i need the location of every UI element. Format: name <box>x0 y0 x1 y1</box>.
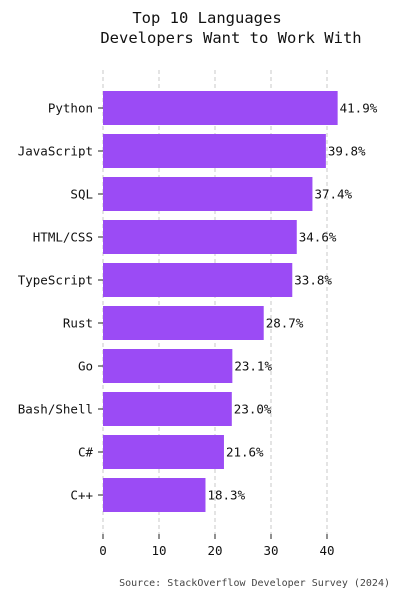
value-label: 23.0% <box>234 402 272 417</box>
category-label: JavaScript <box>18 144 93 159</box>
value-label: 41.9% <box>340 101 378 116</box>
value-label: 23.1% <box>234 359 272 374</box>
bar <box>103 177 313 211</box>
bar <box>103 306 264 340</box>
category-label: C++ <box>70 488 93 503</box>
bar <box>103 220 297 254</box>
x-tick-label: 30 <box>263 543 278 558</box>
value-label: 34.6% <box>299 230 337 245</box>
x-tick-label: 0 <box>99 543 107 558</box>
bar <box>103 478 206 512</box>
bar <box>103 435 224 469</box>
bar <box>103 392 232 426</box>
category-label: C# <box>78 445 94 460</box>
x-tick-label: 10 <box>151 543 166 558</box>
chart-title-line-2: Developers Want to Work With <box>100 29 361 47</box>
value-label: 37.4% <box>314 187 352 202</box>
labels-layer: Python 41.9% JavaScript 39.8% SQL 37.4% HTML/C… <box>18 101 378 503</box>
bar <box>103 263 293 297</box>
chart-title-line-1: Top 10 Languages <box>132 9 281 27</box>
bars-layer <box>103 91 338 512</box>
category-label: SQL <box>70 187 93 202</box>
x-tick-label: 20 <box>207 543 222 558</box>
value-label: 18.3% <box>207 488 245 503</box>
category-label: HTML/CSS <box>33 230 93 245</box>
bar <box>103 91 338 125</box>
x-tick-label: 40 <box>319 543 334 558</box>
bar <box>103 349 233 383</box>
source-note: Source: StackOverflow Developer Survey (… <box>119 578 390 589</box>
x-axis: 0 10 20 30 40 <box>98 107 335 558</box>
category-label: TypeScript <box>18 273 93 288</box>
bar <box>103 134 326 168</box>
category-label: Python <box>48 101 93 116</box>
value-label: 21.6% <box>226 445 264 460</box>
category-label: Go <box>78 359 93 374</box>
category-label: Bash/Shell <box>18 402 93 417</box>
category-label: Rust <box>63 316 93 331</box>
value-label: 39.8% <box>328 144 366 159</box>
value-label: 28.7% <box>266 316 304 331</box>
value-label: 33.8% <box>294 273 332 288</box>
